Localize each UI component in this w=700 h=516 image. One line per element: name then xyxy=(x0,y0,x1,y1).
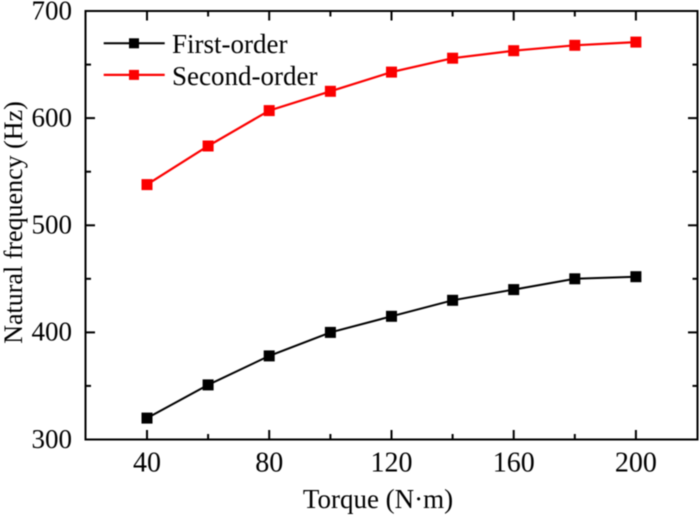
svg-text:Second-order: Second-order xyxy=(172,61,317,91)
svg-text:400: 400 xyxy=(32,317,73,347)
svg-text:First-order: First-order xyxy=(172,29,287,59)
svg-text:160: 160 xyxy=(493,447,535,478)
svg-text:Torque (N·m): Torque (N·m) xyxy=(303,484,453,514)
svg-text:200: 200 xyxy=(615,447,657,478)
svg-text:300: 300 xyxy=(32,424,73,454)
svg-text:600: 600 xyxy=(32,102,73,132)
svg-text:Natural frequency (Hz): Natural frequency (Hz) xyxy=(0,101,28,344)
svg-text:500: 500 xyxy=(32,210,73,240)
svg-text:120: 120 xyxy=(371,447,413,478)
svg-text:700: 700 xyxy=(32,0,73,25)
svg-text:80: 80 xyxy=(255,447,283,478)
svg-text:40: 40 xyxy=(133,447,161,478)
